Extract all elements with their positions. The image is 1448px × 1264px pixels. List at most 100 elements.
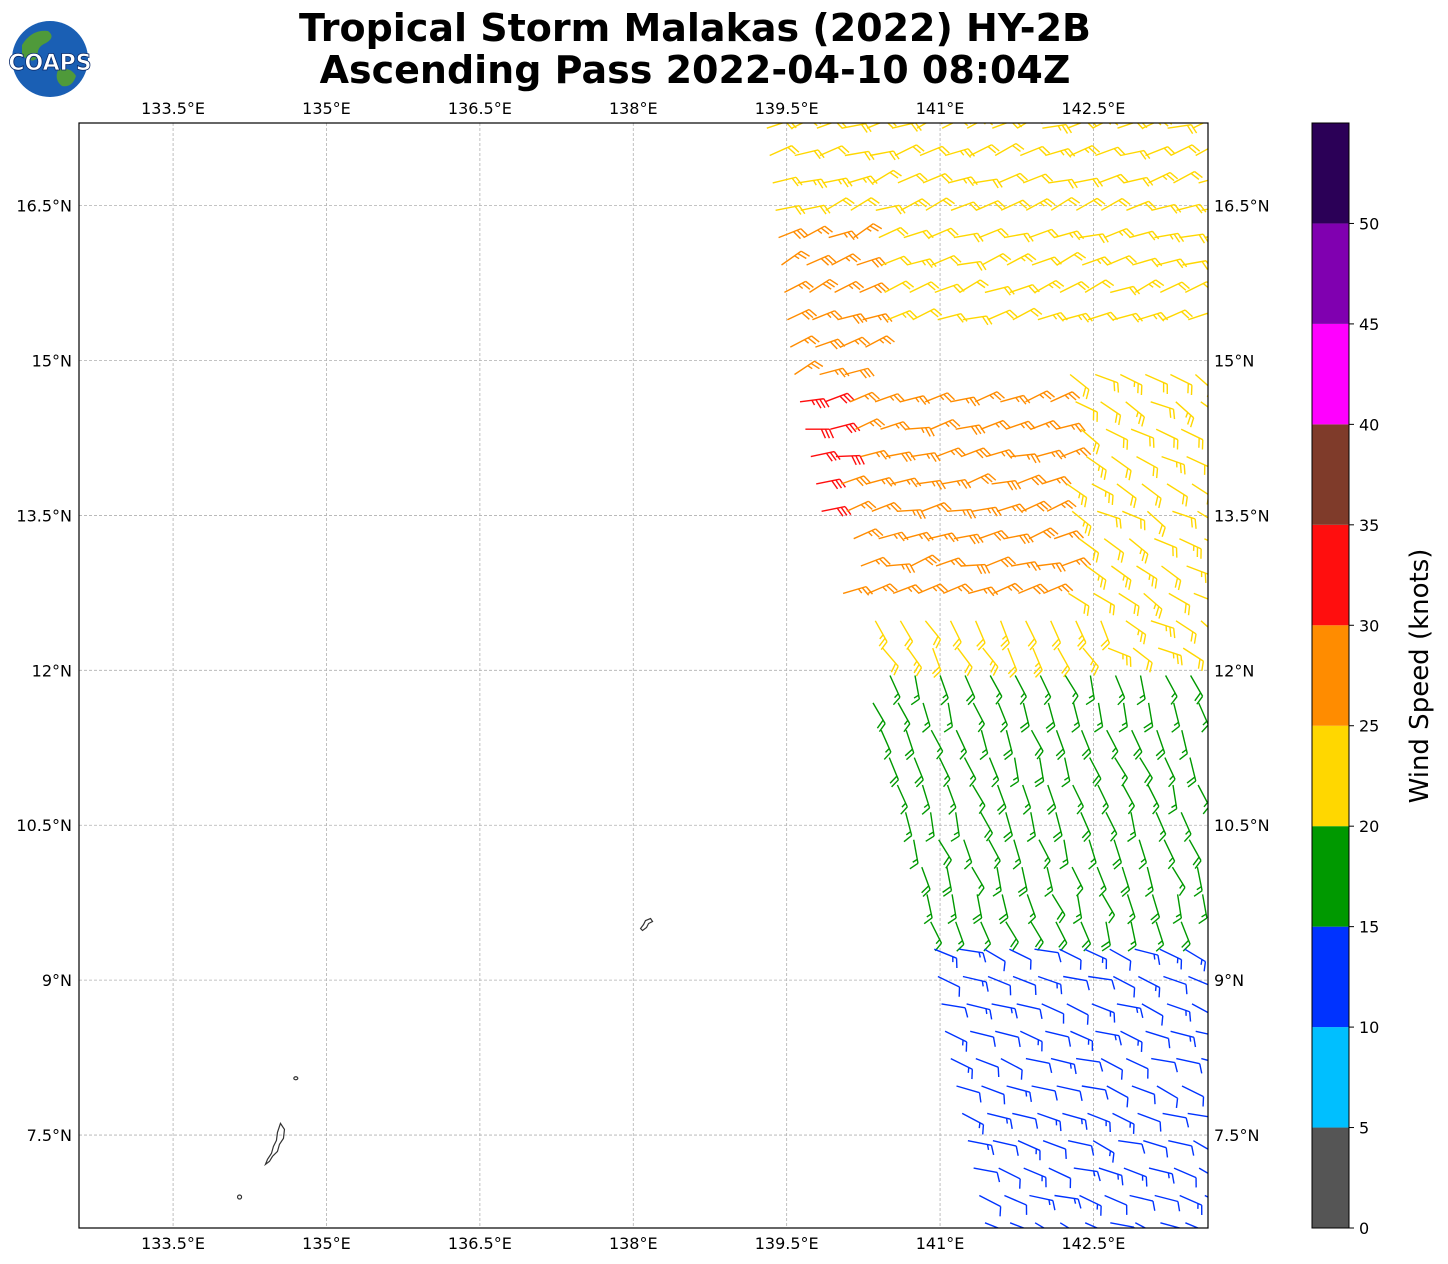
wind-barb: [971, 506, 1002, 517]
logo-text: COAPS: [8, 51, 91, 76]
wind-barb: [1154, 538, 1178, 558]
colorbar-bin: [1312, 524, 1349, 626]
lon-tick-top: 133.5°E: [141, 99, 205, 118]
wind-barb: [1112, 975, 1136, 998]
wind-barb: [874, 620, 888, 651]
wind-barb: [1198, 894, 1208, 925]
wind-barb: [1066, 483, 1088, 508]
wind-barb: [1048, 1167, 1072, 1189]
wind-barb: [821, 505, 852, 517]
wind-barb: [907, 647, 923, 677]
wind-barb: [996, 784, 1007, 815]
coastlines: [236, 917, 654, 1200]
wind-barb: [1201, 205, 1208, 211]
wind-barb: [971, 784, 986, 815]
wind-barb: [1096, 866, 1107, 897]
wind-barb: [1118, 592, 1140, 617]
wind-barb: [1150, 894, 1161, 925]
wind-barb: [978, 227, 1009, 239]
wind-barb: [1112, 312, 1144, 323]
wind-barb: [1198, 702, 1208, 733]
wind-barb: [1017, 866, 1028, 897]
wind-barb: [884, 280, 915, 294]
wind-barb: [1182, 260, 1208, 271]
wind-barb: [1085, 675, 1095, 706]
wind-barb: [772, 176, 803, 187]
colorbar-bin: [1312, 725, 1349, 827]
wind-barb: [1186, 565, 1208, 583]
wind-barb: [941, 478, 972, 489]
lon-tick-top: 138°E: [609, 99, 658, 118]
wind-barb: [1051, 894, 1066, 924]
wind-barb: [1030, 921, 1044, 951]
wind-barb: [844, 150, 875, 161]
wind-barb: [988, 839, 1001, 870]
wind-barb: [1014, 675, 1027, 705]
lat-tick-left: 12°N: [32, 661, 72, 680]
wind-barb: [938, 839, 952, 869]
wind-barb: [1106, 1085, 1129, 1108]
wind-barb: [1204, 1194, 1208, 1207]
wind-barb: [1142, 123, 1173, 129]
colorbar-bin: [1312, 123, 1349, 224]
wind-barb: [991, 1003, 1018, 1019]
wind-barb: [950, 396, 981, 407]
wind-barb: [816, 478, 846, 490]
wind-barb: [1037, 975, 1063, 995]
wind-barb: [897, 702, 911, 733]
wind-barb: [1128, 538, 1149, 564]
wind-barb: [880, 729, 892, 760]
wind-barb: [1016, 123, 1043, 129]
wind-barb: [1054, 1194, 1082, 1209]
wind-barb: [904, 729, 915, 761]
lat-tick-right: 15°N: [1214, 352, 1254, 371]
wind-barb: [1201, 1057, 1208, 1066]
wind-barb: [880, 421, 911, 431]
wind-barb: [1130, 428, 1155, 448]
wind-barb: [875, 204, 906, 215]
wind-barb: [1059, 281, 1090, 294]
wind-barb: [1071, 510, 1092, 537]
wind-barb: [1048, 178, 1078, 189]
wind-barb: [1031, 1085, 1058, 1101]
wind-barb: [1055, 422, 1086, 433]
wind-barb: [896, 509, 926, 520]
wind-barb: [789, 335, 820, 348]
lat-tick-left: 10.5°N: [16, 816, 72, 835]
wind-barb: [959, 279, 989, 293]
wind-barb: [969, 144, 1000, 157]
wind-barb: [1012, 1112, 1039, 1129]
wind-barb: [778, 228, 809, 240]
wind-barb: [984, 948, 1006, 972]
wind-barb: [984, 285, 1015, 296]
wind-barb: [1004, 1194, 1028, 1215]
wind-barb: [1050, 1057, 1077, 1075]
wind-barb: [1000, 1057, 1023, 1080]
wind-barb: [924, 620, 942, 649]
wind-barb: [994, 142, 1025, 157]
wind-barb: [1138, 839, 1148, 870]
wind-barb: [987, 309, 1018, 321]
wind-barb: [980, 419, 1011, 430]
wind-barb: [1155, 812, 1167, 843]
wind-barb: [930, 729, 944, 760]
wind-barb: [1194, 373, 1208, 398]
wind-barb: [1005, 420, 1036, 431]
wind-barb: [1054, 230, 1085, 241]
wind-barb: [928, 227, 959, 239]
wind-barb: [963, 757, 977, 787]
wind-barb: [891, 477, 922, 488]
wind-barb: [916, 479, 946, 490]
wind-barb: [797, 178, 828, 189]
wind-barb: [979, 730, 989, 761]
wind-barb: [1188, 311, 1208, 322]
wind-barb: [816, 123, 847, 130]
wind-barb: [869, 150, 900, 161]
wind-barb: [1070, 145, 1101, 157]
wind-barb: [1061, 447, 1092, 458]
wind-barb: [1134, 948, 1161, 965]
wind-barb: [910, 675, 921, 706]
wind-barb: [943, 583, 974, 595]
wind-barb: [998, 894, 1009, 925]
wind-barb: [972, 702, 986, 733]
